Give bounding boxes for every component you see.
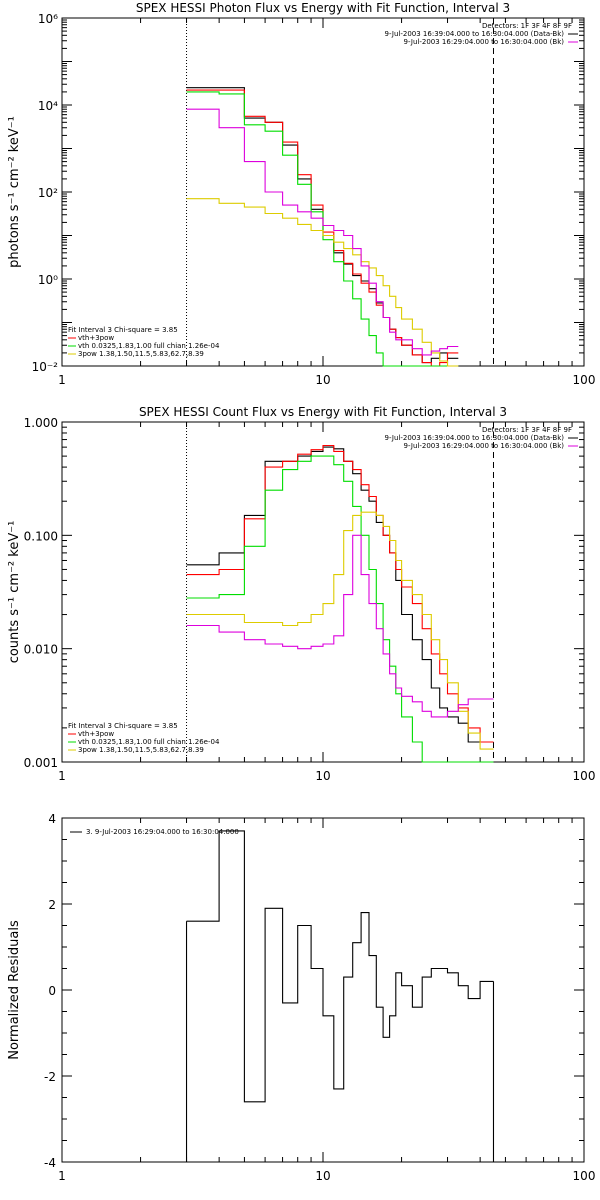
y-axis-label: photons s⁻¹ cm⁻² keV⁻¹: [7, 116, 22, 268]
series-data-bk: [186, 87, 459, 364]
series-3pow: [186, 511, 494, 750]
x-tick-label: 10: [315, 769, 330, 783]
x-tick-label: 1: [58, 1169, 66, 1183]
series-residuals: [185, 830, 495, 1162]
legend-entry: Fit Interval 3 Chi-square = 3.85: [68, 326, 178, 334]
x-tick-label: 100: [573, 769, 596, 783]
legend-detectors: Detectors: 1F 3F 4F 8F 9F: [482, 426, 572, 434]
panel-count: [61, 421, 585, 763]
legend-entry: 3pow 1.38,1.50,11.5,5.83,62.7,8.39: [78, 746, 204, 754]
y-tick-label: 0.001: [24, 756, 58, 770]
x-tick-label: 10: [315, 1169, 330, 1183]
plot-frame: [61, 421, 585, 763]
chart-title: SPEX HESSI Count Flux vs Energy with Fit…: [139, 405, 507, 419]
chart-title: SPEX HESSI Photon Flux vs Energy with Fi…: [136, 1, 510, 15]
plot-frame: [61, 17, 585, 367]
series-bk: [186, 534, 494, 718]
y-tick-label: -2: [44, 1070, 56, 1084]
legend-bk-interval: 9-Jul-2003 16:29:04.000 to 16:30:04.000 …: [404, 442, 565, 450]
y-tick-label: -4: [44, 1156, 56, 1170]
panel-residuals: [61, 817, 585, 1163]
legend-entry: vth+3pow: [78, 334, 114, 342]
series-vth-3pow: [186, 444, 494, 743]
legend-data-interval: 9-Jul-2003 16:39:04.000 to 16:30:04.000 …: [385, 30, 565, 38]
series-vth-3pow: [186, 89, 459, 367]
y-tick-label: 0.100: [24, 529, 58, 543]
legend-entry: 3pow 1.38,1.50,11.5,5.83,62.7,8.39: [78, 350, 204, 358]
series-bk: [186, 108, 459, 356]
y-tick-label: 4: [48, 812, 56, 826]
x-tick-label: 100: [573, 373, 596, 387]
legend-entry: vth 0.0325,1.83,1.00 full chian 1.26e-04: [78, 342, 220, 350]
y-tick-label: 1.000: [24, 416, 58, 430]
legend-entry: vth+3pow: [78, 730, 114, 738]
x-tick-label: 100: [573, 1169, 596, 1183]
y-axis-label: Normalized Residuals: [7, 920, 22, 1060]
legend-entry: Fit Interval 3 Chi-square = 3.85: [68, 722, 178, 730]
series-vth: [186, 455, 494, 763]
series-vth: [186, 91, 459, 367]
legend-bk-interval: 9-Jul-2003 16:29:04.000 to 16:30:04.000 …: [404, 38, 565, 46]
legend-entry: 3. 9-Jul-2003 16:29:04.000 to 16:30:04.0…: [86, 828, 239, 836]
y-axis-label: counts s⁻¹ cm⁻² keV⁻¹: [7, 521, 22, 664]
y-tick-label: 0.010: [24, 643, 58, 657]
y-tick-label: 10⁶: [38, 12, 58, 26]
legend-entry: vth 0.0325,1.83,1.00 full chian 1.26e-04: [78, 738, 220, 746]
y-tick-label: 0: [48, 984, 56, 998]
legend-data-interval: 9-Jul-2003 16:39:04.000 to 16:30:04.000 …: [385, 434, 565, 442]
series-3pow: [186, 198, 459, 367]
x-tick-label: 10: [315, 373, 330, 387]
panel-photon: [61, 17, 585, 367]
y-tick-label: 10⁰: [38, 273, 58, 287]
y-tick-label: 10⁻²: [32, 360, 59, 374]
y-tick-label: 10²: [38, 186, 58, 200]
legend-detectors: Detectors: 1F 3F 4F 8F 9F: [482, 22, 572, 30]
y-tick-label: 2: [48, 898, 56, 912]
y-tick-label: 10⁴: [38, 99, 58, 113]
x-tick-label: 1: [58, 769, 66, 783]
x-tick-label: 1: [58, 373, 66, 387]
